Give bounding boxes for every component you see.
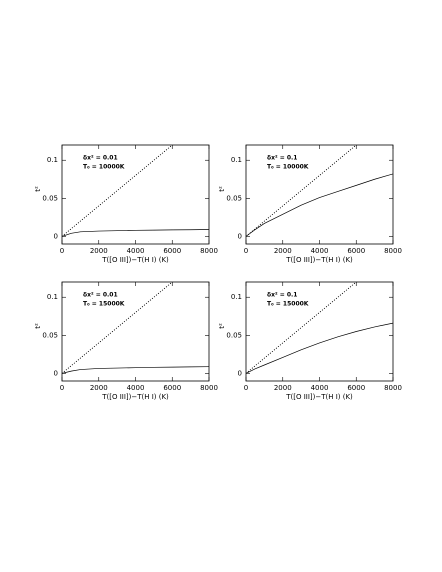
x-tick-label: 8000 xyxy=(200,384,218,392)
x-tick-label: 4000 xyxy=(127,384,145,392)
y-axis-label: t² xyxy=(218,186,226,192)
x-tick-label: 8000 xyxy=(384,247,402,255)
x-tick-label: 0 xyxy=(244,247,248,255)
y-tick-label: 0 xyxy=(54,369,58,377)
x-tick-label: 2000 xyxy=(90,384,108,392)
x-tick-label: 6000 xyxy=(163,384,181,392)
panel: 0 2000 4000 6000 8000 0 0.05 0.1 T([O III])−T(H … xyxy=(34,281,218,401)
x-tick-label: 0 xyxy=(244,384,248,392)
x-tick-label: 4000 xyxy=(127,247,145,255)
annotation: T₀ = 10000K xyxy=(83,164,125,171)
line-series xyxy=(246,322,393,374)
panel: 0 2000 4000 6000 8000 0 0.05 0.1 T([O III])−T(H … xyxy=(34,144,218,264)
x-axis-label: T([O III])−T(H I) (K) xyxy=(101,393,169,401)
x-axis-label: T([O III])−T(H I) (K) xyxy=(285,393,353,401)
annotation: T₀ = 15000K xyxy=(267,301,309,308)
x-tick-label: 4000 xyxy=(311,247,329,255)
line-series xyxy=(62,145,173,237)
x-tick-label: 0 xyxy=(60,247,64,255)
annotation: δx² = 0.01 xyxy=(83,292,118,299)
annotation: δx² = 0.01 xyxy=(83,155,118,162)
x-tick-label: 6000 xyxy=(347,384,365,392)
y-tick-label: 0.05 xyxy=(226,194,242,202)
x-tick-label: 6000 xyxy=(163,247,181,255)
line-series xyxy=(62,229,209,237)
x-tick-label: 2000 xyxy=(274,384,292,392)
y-tick-label: 0 xyxy=(238,369,242,377)
x-tick-label: 4000 xyxy=(311,384,329,392)
y-tick-label: 0.05 xyxy=(42,331,58,339)
y-tick-label: 0.05 xyxy=(226,331,242,339)
y-axis-label: t² xyxy=(218,323,226,329)
annotation: δx² = 0.1 xyxy=(267,155,297,162)
x-tick-label: 8000 xyxy=(384,384,402,392)
annotation: T₀ = 15000K xyxy=(83,301,125,308)
y-tick-label: 0.1 xyxy=(231,293,242,301)
line-series xyxy=(62,282,173,374)
y-axis-label: t² xyxy=(34,186,42,192)
y-tick-label: 0.1 xyxy=(47,293,58,301)
y-tick-label: 0.1 xyxy=(47,156,58,164)
line-series xyxy=(246,282,357,374)
line-series xyxy=(246,145,357,237)
y-tick-label: 0 xyxy=(238,232,242,240)
x-axis-label: T([O III])−T(H I) (K) xyxy=(101,256,169,264)
x-tick-label: 2000 xyxy=(90,247,108,255)
y-tick-label: 0.05 xyxy=(42,194,58,202)
x-axis-label: T([O III])−T(H I) (K) xyxy=(285,256,353,264)
panel: 0 2000 4000 6000 8000 0 0.05 0.1 T([O III])−T(H … xyxy=(218,144,402,264)
annotation: T₀ = 10000K xyxy=(267,164,309,171)
x-tick-label: 0 xyxy=(60,384,64,392)
y-tick-label: 0 xyxy=(54,232,58,240)
x-tick-label: 6000 xyxy=(347,247,365,255)
x-tick-label: 8000 xyxy=(200,247,218,255)
y-axis-label: t² xyxy=(34,323,42,329)
annotation: δx² = 0.1 xyxy=(267,292,297,299)
line-series xyxy=(246,173,393,237)
panel: 0 2000 4000 6000 8000 0 0.05 0.1 T([O III])−T(H … xyxy=(218,281,402,401)
x-tick-label: 2000 xyxy=(274,247,292,255)
line-series xyxy=(62,366,209,374)
y-tick-label: 0.1 xyxy=(231,156,242,164)
